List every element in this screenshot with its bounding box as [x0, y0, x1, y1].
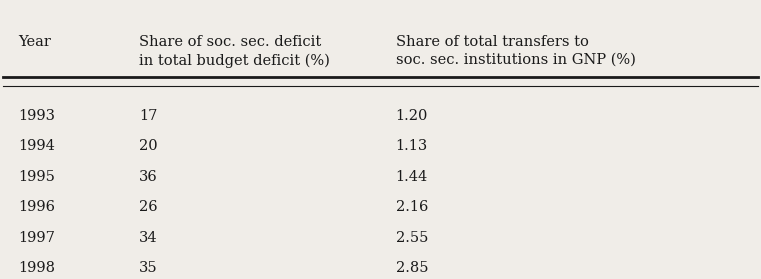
- Text: 2.85: 2.85: [396, 261, 428, 275]
- Text: 1.20: 1.20: [396, 109, 428, 123]
- Text: 1.44: 1.44: [396, 170, 428, 184]
- Text: 1993: 1993: [18, 109, 55, 123]
- Text: 1.13: 1.13: [396, 139, 428, 153]
- Text: 20: 20: [139, 139, 158, 153]
- Text: 26: 26: [139, 200, 158, 214]
- Text: 1997: 1997: [18, 230, 55, 244]
- Text: Share of soc. sec. deficit
in total budget deficit (%): Share of soc. sec. deficit in total budg…: [139, 35, 330, 68]
- Text: 1995: 1995: [18, 170, 55, 184]
- Text: Share of total transfers to
soc. sec. institutions in GNP (%): Share of total transfers to soc. sec. in…: [396, 35, 635, 67]
- Text: 36: 36: [139, 170, 158, 184]
- Text: 34: 34: [139, 230, 158, 244]
- Text: 35: 35: [139, 261, 158, 275]
- Text: 2.55: 2.55: [396, 230, 428, 244]
- Text: 17: 17: [139, 109, 157, 123]
- Text: Year: Year: [18, 35, 51, 49]
- Text: 2.16: 2.16: [396, 200, 428, 214]
- Text: 1996: 1996: [18, 200, 55, 214]
- Text: 1994: 1994: [18, 139, 55, 153]
- Text: 1998: 1998: [18, 261, 55, 275]
